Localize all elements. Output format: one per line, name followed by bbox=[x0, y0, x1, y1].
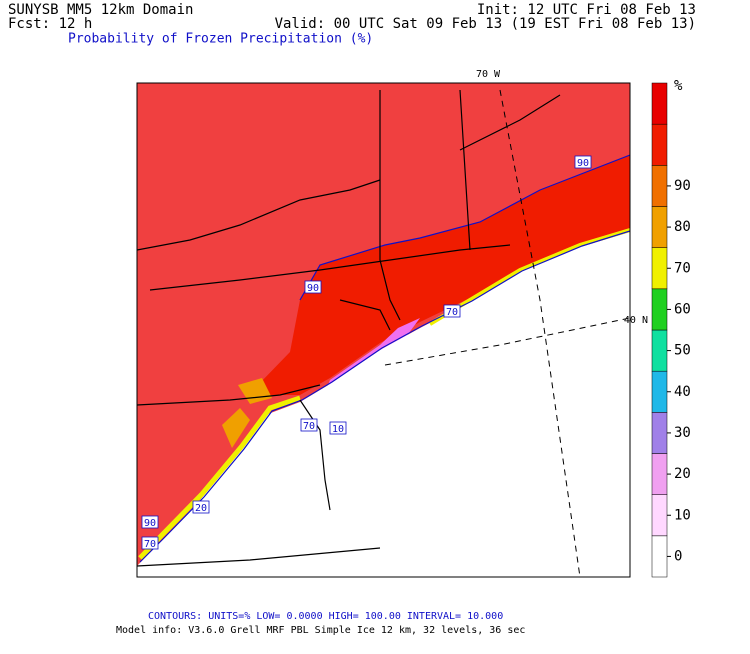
region-80 bbox=[238, 378, 272, 404]
graticule bbox=[384, 89, 630, 577]
colorbar-tick-label: 20 bbox=[674, 466, 691, 482]
colorbar-tick-label: 40 bbox=[674, 384, 691, 400]
contour-label: 90 bbox=[307, 283, 319, 294]
colorbar-swatch bbox=[651, 206, 668, 248]
contour-label-box bbox=[141, 515, 159, 529]
valid-time: Valid: 00 UTC Sat 09 Feb 13 (19 EST Fri … bbox=[275, 16, 696, 32]
colorbar-tick-label: 0 bbox=[674, 548, 682, 564]
colorbar-tick-label: 30 bbox=[674, 425, 691, 441]
contour-labels: 90 90 70 70 10 20 90 70 bbox=[141, 155, 592, 550]
contour-label: 70 bbox=[446, 307, 458, 318]
colorbar-swatch bbox=[651, 329, 668, 372]
colorbar-swatch bbox=[651, 123, 668, 166]
contour-label: 70 bbox=[144, 539, 156, 550]
colorbar-tick-label: 50 bbox=[674, 343, 691, 359]
map: 70 W 40 N 90 90 70 70 10 20 90 70 bbox=[136, 69, 648, 578]
contour-label: 70 bbox=[303, 421, 315, 432]
forecast-hour: Fcst: 12 h bbox=[8, 16, 92, 32]
colorbar-unit: % bbox=[674, 78, 683, 94]
init-time: Init: 12 UTC Fri 08 Feb 13 bbox=[477, 2, 696, 18]
model-name: SUNYSB MM5 12km Domain bbox=[8, 2, 193, 18]
contour-line bbox=[139, 230, 630, 563]
boundaries bbox=[137, 89, 561, 567]
contour-line-90 bbox=[299, 154, 630, 301]
model-info: Model info: V3.6.0 Grell MRF PBL Simple … bbox=[116, 625, 525, 636]
colorbar-swatch bbox=[651, 535, 668, 578]
region-low bbox=[137, 232, 630, 577]
contour-label-box bbox=[192, 500, 210, 514]
map-title: Probability of Frozen Precipitation (%) bbox=[68, 32, 373, 47]
region-80b bbox=[222, 408, 250, 448]
colorbar-tick-label: 60 bbox=[674, 301, 691, 317]
colorbar-swatch bbox=[651, 370, 668, 413]
map-frame bbox=[136, 82, 631, 578]
colorbar-swatch bbox=[651, 288, 668, 331]
contour-label-box bbox=[329, 421, 347, 435]
colorbar: 0 10 20 30 40 50 60 70 80 90% bbox=[651, 78, 691, 578]
colorbar-swatch bbox=[651, 247, 668, 290]
latitude-label: 40 N bbox=[624, 315, 648, 326]
colorbar-swatch bbox=[651, 494, 668, 537]
contour-label-box bbox=[304, 280, 322, 294]
longitude-label: 70 W bbox=[476, 69, 501, 80]
colorbar-tick-label: 90 bbox=[674, 178, 691, 194]
contour-label-box bbox=[574, 155, 592, 169]
colorbar-swatch bbox=[651, 165, 668, 207]
region-90 bbox=[258, 155, 630, 395]
contour-label-box bbox=[443, 304, 461, 318]
contour-label: 10 bbox=[332, 424, 344, 435]
colorbar-tick-label: 70 bbox=[674, 260, 691, 276]
colorbar-swatch bbox=[651, 453, 668, 495]
colorbar-tick-label: 80 bbox=[674, 219, 691, 235]
colorbar-swatch bbox=[651, 82, 668, 125]
contour-label-box bbox=[300, 418, 318, 432]
colorbar-tick-label: 10 bbox=[674, 507, 691, 523]
contour-label: 90 bbox=[577, 158, 589, 169]
contour-info: CONTOURS: UNITS=% LOW= 0.0000 HIGH= 100.… bbox=[148, 611, 503, 622]
contour-label: 90 bbox=[144, 518, 156, 529]
contour-label-box bbox=[141, 536, 159, 550]
contour-label: 20 bbox=[195, 503, 207, 514]
colorbar-swatch bbox=[651, 412, 668, 454]
